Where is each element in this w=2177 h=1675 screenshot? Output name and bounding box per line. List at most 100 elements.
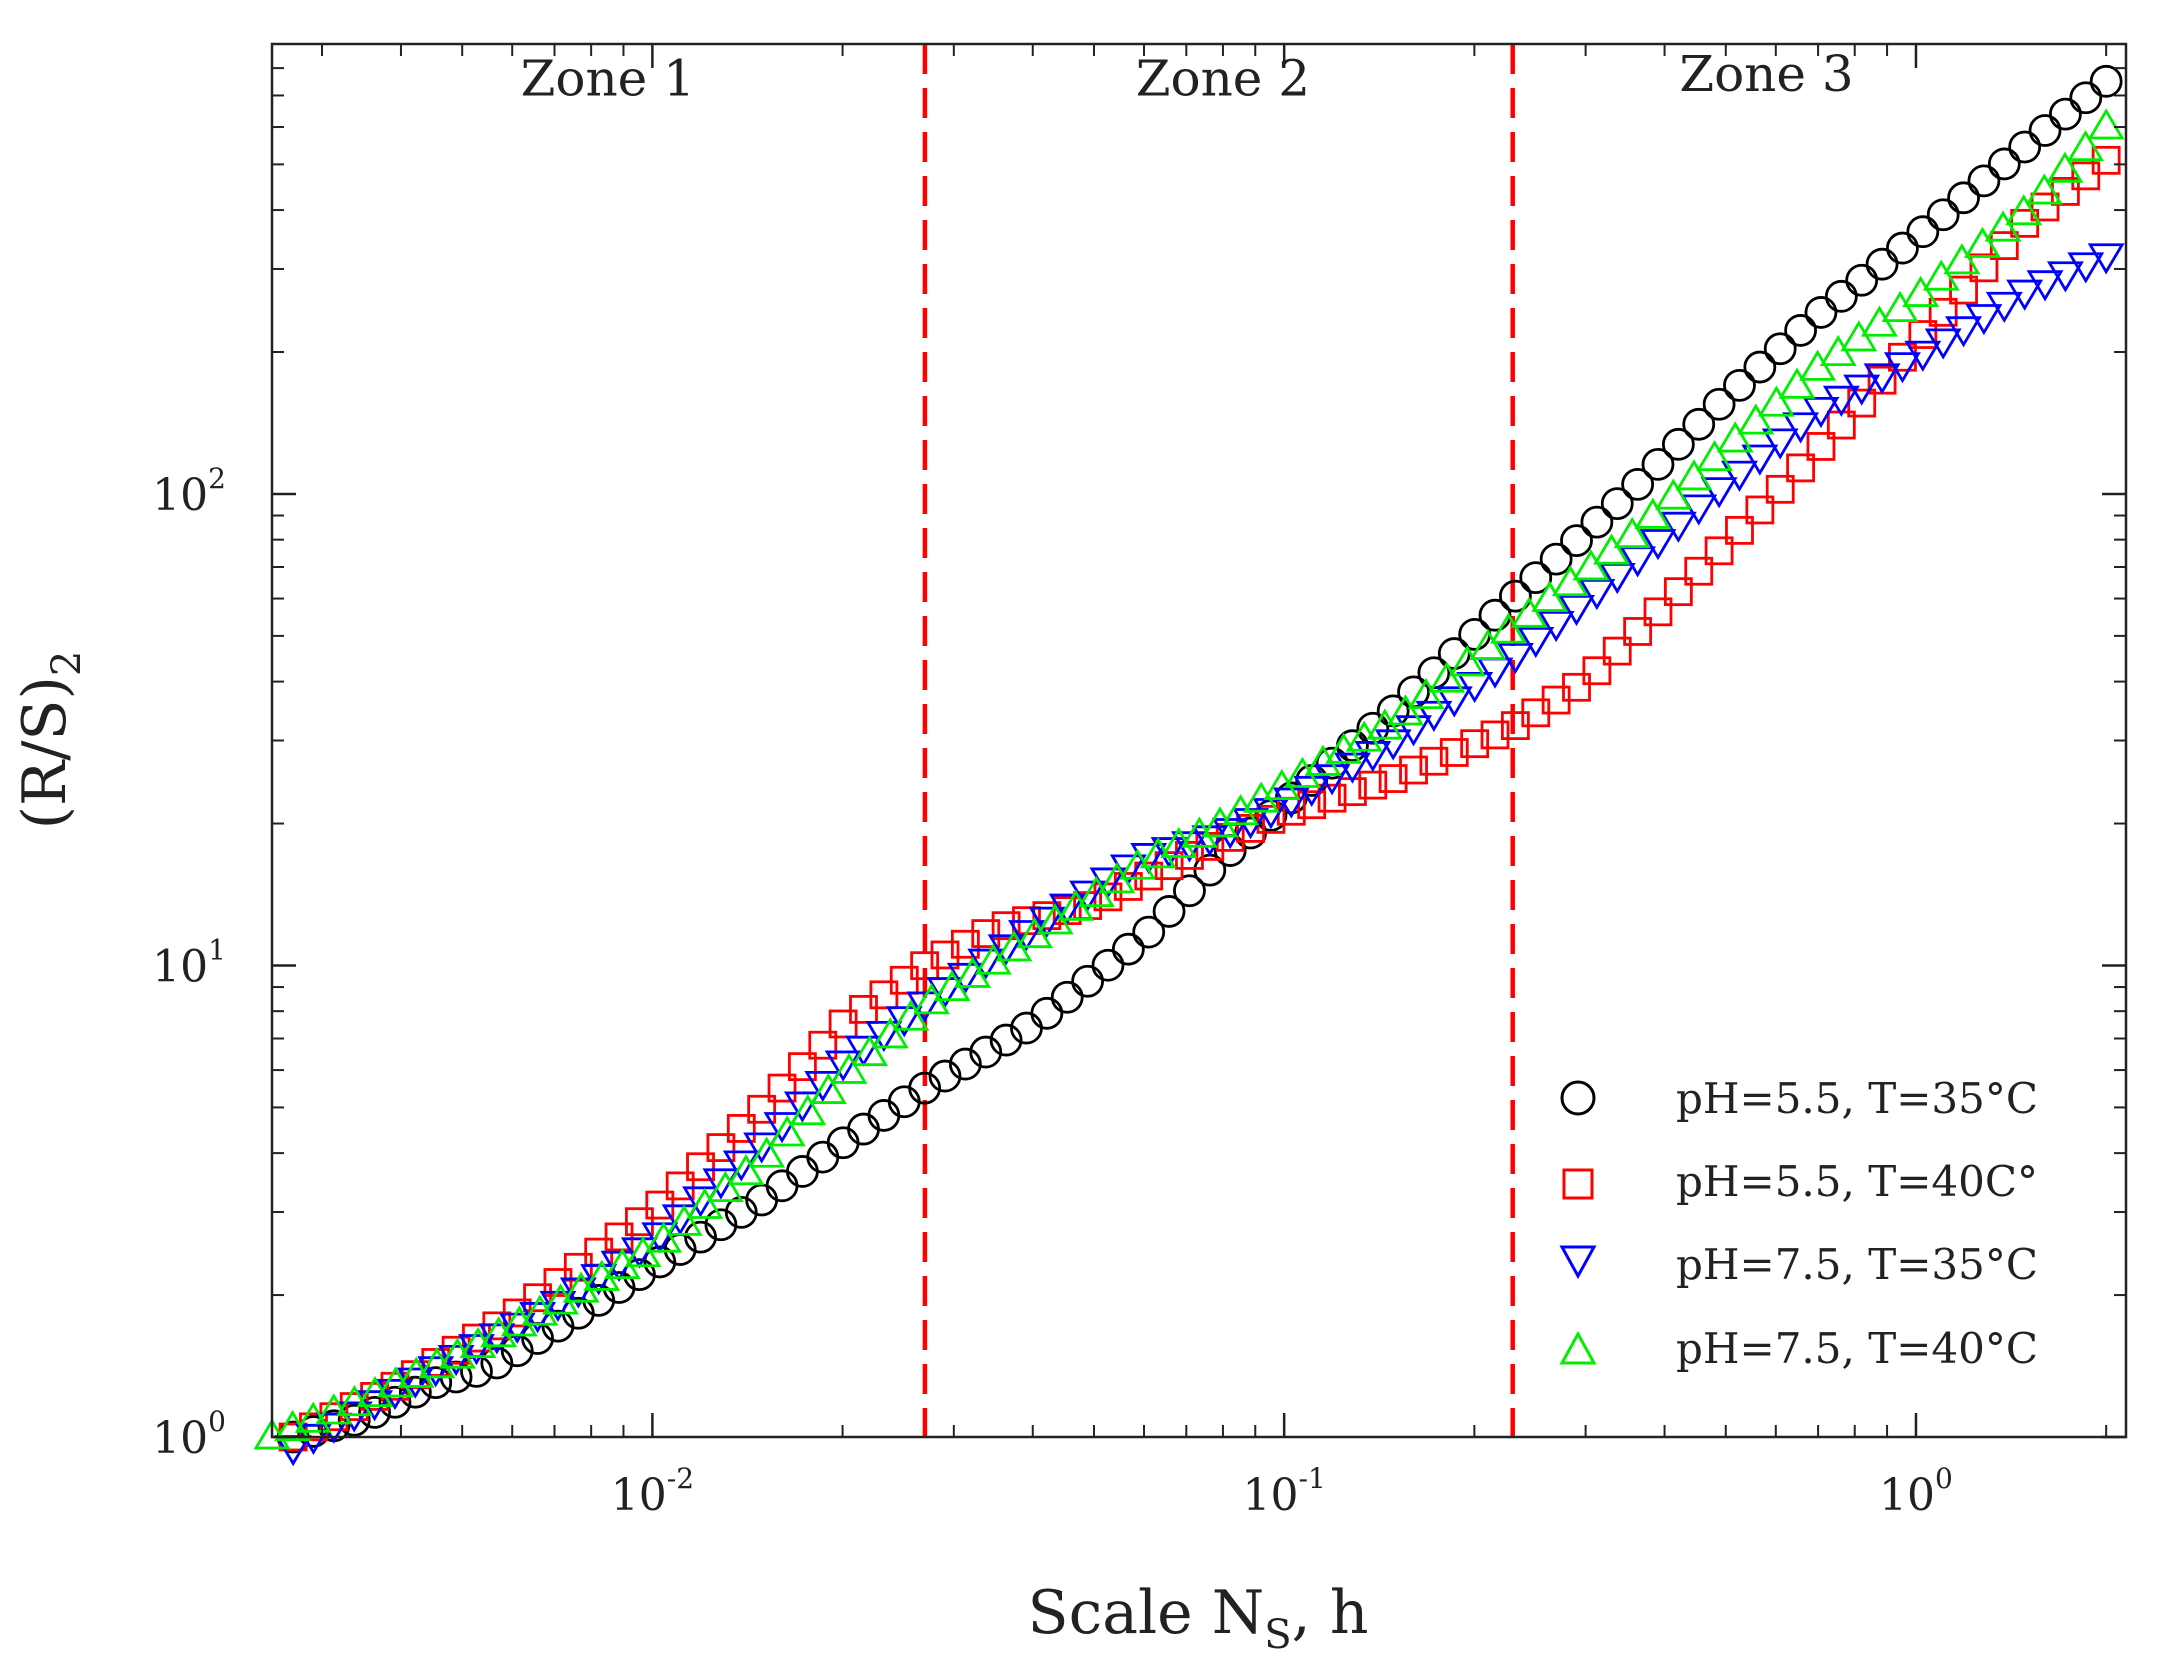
data-point — [1804, 296, 1838, 329]
data-point — [542, 1283, 579, 1315]
data-point — [1211, 818, 1249, 850]
data-point — [1784, 314, 1817, 347]
data-point — [930, 940, 960, 970]
data-point — [704, 1208, 738, 1242]
data-point — [1743, 350, 1777, 384]
data-point — [2030, 192, 2060, 222]
data-point — [1173, 874, 1206, 908]
y-tick-label-2: 102 — [152, 462, 226, 521]
data-point — [889, 965, 919, 995]
data-point — [1345, 720, 1383, 752]
data-point — [1904, 340, 1942, 372]
plot-background — [272, 44, 2126, 1437]
data-point — [1256, 804, 1286, 834]
data-point — [948, 1047, 982, 1081]
data-point — [376, 1378, 414, 1411]
legend-label-1: pH=5.5, T=40C° — [1676, 1157, 2038, 1206]
legend-item-2: pH=7.5, T=35°C — [1559, 1240, 2038, 1289]
data-point — [1908, 320, 1938, 349]
data-point — [661, 1204, 699, 1236]
data-point — [1113, 872, 1143, 901]
data-point — [1623, 617, 1653, 646]
data-point — [1883, 352, 1921, 384]
data-point — [1600, 487, 1634, 521]
data-point — [1283, 756, 1321, 788]
data-point — [971, 919, 1001, 948]
data-point — [1943, 243, 1981, 275]
data-point — [1378, 764, 1408, 793]
data-point — [804, 1070, 842, 1103]
data-point — [419, 1366, 453, 1400]
data-point — [1030, 996, 1064, 1030]
data-point — [1387, 694, 1424, 726]
data-point — [1048, 893, 1086, 925]
data-point — [1572, 549, 1610, 581]
data-point — [926, 977, 964, 1009]
data-point — [1761, 428, 1799, 460]
data-point — [1725, 515, 1754, 545]
data-point — [2049, 97, 2082, 131]
data-point — [2006, 279, 2044, 311]
data-point — [2025, 173, 2063, 205]
data-point — [722, 1150, 760, 1182]
data-point — [928, 1059, 962, 1093]
zone-label-1: Zone 1 — [521, 49, 695, 107]
data-point — [1741, 444, 1779, 476]
data-point — [2071, 161, 2101, 191]
data-point — [2005, 194, 2043, 226]
data-point — [1702, 387, 1736, 421]
data-point — [849, 995, 878, 1024]
data-point — [950, 929, 980, 959]
data-point — [743, 1132, 781, 1164]
data-point — [1498, 579, 1532, 613]
data-point — [1469, 628, 1507, 660]
data-point — [1558, 594, 1595, 627]
data-point — [521, 1294, 559, 1326]
data-point — [1675, 459, 1713, 491]
legend-item-0: pH=5.5, T=35°C — [1560, 1074, 2038, 1123]
data-point — [1886, 231, 1919, 265]
data-point — [1822, 385, 1860, 417]
data-point — [706, 1133, 736, 1162]
data-point — [604, 1222, 634, 1252]
data-point — [763, 1112, 801, 1144]
data-point — [910, 951, 940, 981]
data-point — [747, 1094, 777, 1124]
data-point — [748, 1136, 786, 1168]
data-point — [2067, 252, 2105, 284]
data-point — [1317, 783, 1347, 813]
data-point — [987, 934, 1025, 966]
data-point — [724, 1195, 758, 1229]
data-point — [686, 1152, 715, 1182]
data-point — [809, 1072, 847, 1104]
data-point — [480, 1316, 518, 1348]
data-point — [1661, 427, 1695, 461]
data-point — [1325, 732, 1363, 764]
data-point — [1050, 980, 1084, 1014]
data-point — [1985, 291, 2023, 324]
data-point — [478, 1323, 516, 1355]
data-point — [2087, 243, 2125, 275]
legend-marker-triangle-up — [1559, 1330, 1597, 1365]
data-point — [1531, 580, 1569, 612]
data-point — [1490, 612, 1527, 644]
data-point — [480, 1346, 514, 1380]
data-point — [2026, 270, 2064, 302]
data-point — [1865, 247, 1899, 281]
data-point — [437, 1344, 475, 1377]
data-point — [1906, 215, 1940, 249]
data-point — [665, 1204, 703, 1236]
data-point — [1578, 578, 1616, 611]
data-point — [562, 1271, 600, 1303]
data-point — [1684, 556, 1714, 586]
data-point — [808, 1030, 838, 1060]
data-point — [603, 1247, 641, 1280]
data-point — [2067, 129, 2105, 162]
data-point — [906, 991, 944, 1023]
data-point — [625, 1207, 654, 1237]
data-point — [1928, 297, 1958, 327]
data-point — [851, 1034, 889, 1067]
x-tick-label-2: 100 — [1879, 1462, 1953, 1521]
data-point — [686, 1187, 724, 1219]
data-point — [1984, 210, 2022, 242]
